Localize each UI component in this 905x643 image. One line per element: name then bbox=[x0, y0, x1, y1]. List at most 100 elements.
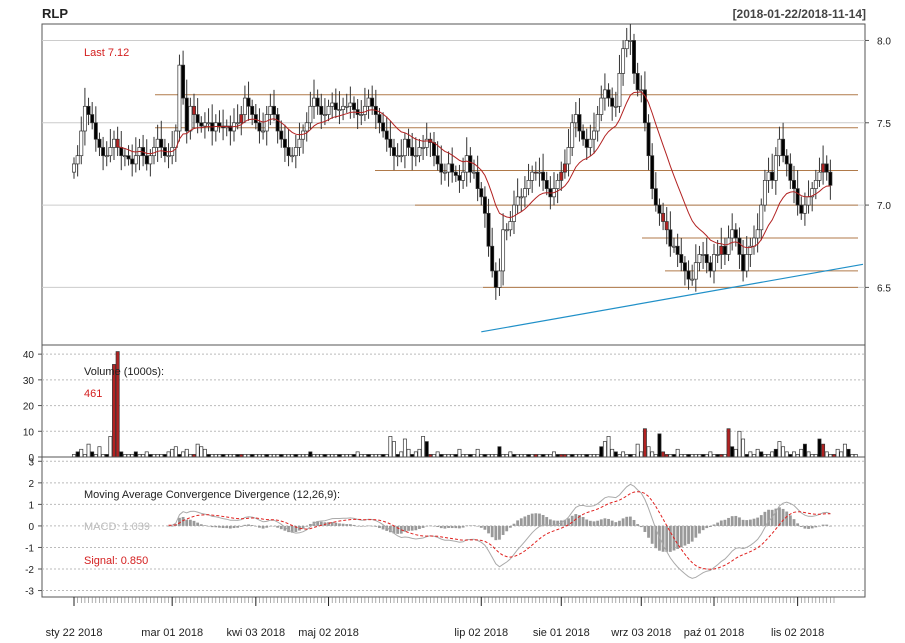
volume-bar bbox=[552, 451, 556, 458]
macd-histogram-bar bbox=[370, 525, 374, 527]
candle-body bbox=[813, 180, 818, 189]
candle-body bbox=[250, 105, 255, 115]
candle-body bbox=[130, 158, 135, 165]
volume-bar bbox=[195, 443, 200, 458]
candle-body bbox=[682, 262, 687, 272]
macd-histogram-bar bbox=[650, 525, 654, 544]
candle-body bbox=[341, 105, 346, 110]
candle-body bbox=[555, 180, 560, 189]
candle-body bbox=[399, 155, 404, 158]
candle-body bbox=[86, 105, 91, 115]
candle-body bbox=[708, 262, 713, 272]
candle-body bbox=[315, 97, 320, 107]
candle-body bbox=[301, 130, 306, 140]
candle-body bbox=[406, 138, 411, 148]
macd-histogram-bar bbox=[792, 519, 796, 526]
candle-body bbox=[817, 171, 822, 181]
candle-body bbox=[610, 97, 615, 107]
candle-body bbox=[562, 163, 567, 173]
volume-bar bbox=[75, 451, 80, 458]
candle-body bbox=[592, 130, 596, 140]
macd-histogram-bar bbox=[668, 525, 672, 552]
candle-body bbox=[642, 89, 647, 124]
volume-bar bbox=[173, 446, 178, 458]
macd-histogram-bar bbox=[665, 525, 669, 552]
candle-body bbox=[755, 229, 760, 239]
volume-bar bbox=[184, 448, 189, 458]
candle-body bbox=[635, 73, 640, 91]
candle-body bbox=[573, 114, 578, 124]
volume-bar bbox=[621, 451, 626, 458]
volume-bar bbox=[424, 441, 429, 458]
macd-histogram-bar bbox=[578, 515, 581, 526]
candle-body bbox=[384, 130, 389, 140]
macd-histogram-bar bbox=[574, 514, 578, 526]
candle-body bbox=[632, 40, 636, 74]
candle-body bbox=[290, 155, 295, 158]
trendline bbox=[481, 263, 864, 333]
macd-histogram-bar bbox=[563, 519, 567, 526]
volume-bar bbox=[802, 443, 807, 458]
candle-body bbox=[675, 245, 680, 255]
candle-body bbox=[286, 147, 291, 157]
macd-histogram-bar bbox=[305, 525, 309, 527]
macd-histogram-bar bbox=[472, 525, 476, 526]
candle-body bbox=[253, 114, 258, 124]
candle-body bbox=[446, 163, 451, 173]
macd-histogram-bar bbox=[618, 520, 621, 526]
macd-histogram-bar bbox=[447, 525, 450, 528]
candle-body bbox=[413, 155, 418, 158]
macd-histogram-bar bbox=[272, 525, 276, 527]
candle-body bbox=[72, 163, 76, 173]
volume-bar bbox=[784, 451, 789, 458]
candle-body bbox=[810, 188, 815, 198]
x-tick-label: sie 01 2018 bbox=[533, 627, 590, 639]
macd-histogram-bar bbox=[214, 525, 218, 528]
candle-body bbox=[79, 130, 84, 157]
candle-body bbox=[392, 147, 396, 157]
macd-histogram-bar bbox=[410, 525, 414, 531]
macd-histogram-bar bbox=[243, 524, 247, 526]
candle-body bbox=[672, 245, 676, 248]
macd-histogram-bar bbox=[519, 518, 523, 526]
macd-histogram-bar bbox=[468, 525, 472, 527]
candle-body bbox=[461, 171, 466, 181]
macd-histogram-bar bbox=[454, 525, 458, 529]
macd-histogram-bar bbox=[494, 525, 498, 541]
macd-histogram-bar bbox=[759, 515, 763, 526]
macd-histogram-bar bbox=[283, 525, 287, 531]
macd-histogram-bar bbox=[778, 507, 781, 526]
macd-histogram-bar bbox=[748, 519, 752, 526]
macd-histogram-bar bbox=[603, 518, 607, 526]
macd-histogram-bar bbox=[741, 519, 745, 526]
candle-body bbox=[559, 171, 564, 181]
macd-tick-label: 0 bbox=[28, 522, 34, 533]
candle-body bbox=[581, 130, 586, 140]
macd-histogram-bar bbox=[345, 524, 349, 526]
macd-histogram-bar bbox=[643, 525, 647, 532]
macd-histogram-bar bbox=[363, 525, 367, 527]
volume-bar bbox=[642, 428, 647, 458]
candle-body bbox=[504, 229, 509, 232]
candle-body bbox=[159, 138, 164, 148]
macd-histogram-bar bbox=[461, 525, 465, 528]
x-tick-label: lis 02 2018 bbox=[771, 627, 824, 639]
chart-symbol: RLP bbox=[42, 6, 68, 21]
macd-histogram-bar bbox=[701, 525, 705, 531]
x-tick-label: paź 01 2018 bbox=[684, 627, 745, 639]
candle-body bbox=[402, 138, 407, 157]
candle-body bbox=[93, 122, 98, 140]
candle-body bbox=[795, 188, 800, 206]
macd-histogram-bar bbox=[636, 524, 640, 526]
candle-body bbox=[697, 254, 702, 264]
macd-histogram-bar bbox=[221, 525, 225, 529]
macd-histogram-bar bbox=[436, 525, 440, 528]
candle-body bbox=[497, 270, 502, 288]
volume-bar bbox=[806, 451, 811, 458]
volume-tick-label: 40 bbox=[23, 350, 35, 361]
macd-histogram-bar bbox=[810, 525, 814, 529]
macd-histogram-bar bbox=[516, 520, 520, 526]
candle-body bbox=[821, 163, 826, 173]
volume-bar bbox=[792, 451, 796, 458]
macd-histogram-bar bbox=[625, 516, 629, 526]
